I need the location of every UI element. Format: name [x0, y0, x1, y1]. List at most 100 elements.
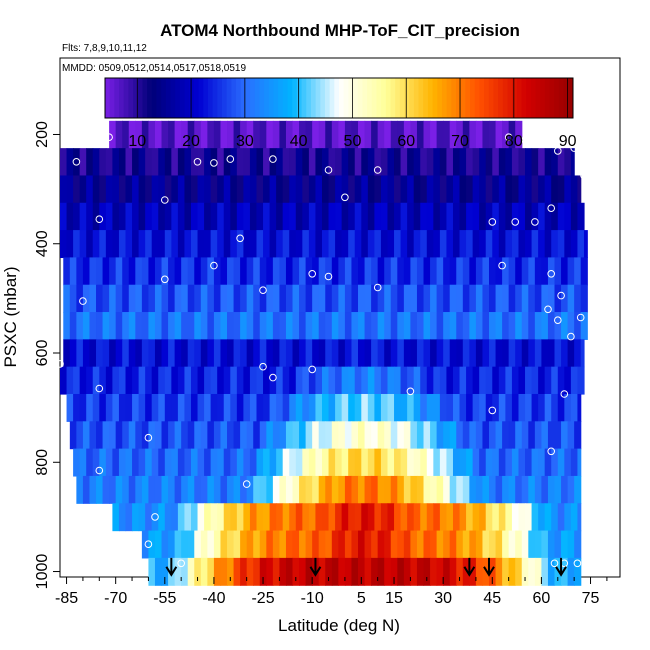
heatmap-cell: [174, 312, 182, 340]
heatmap-cell: [413, 366, 421, 395]
heatmap-cell: [66, 393, 74, 422]
heatmap-cell: [452, 202, 461, 231]
heatmap-cell: [485, 448, 493, 477]
heatmap-cell: [177, 503, 186, 532]
heatmap-cell: [413, 230, 421, 259]
heatmap-cell: [394, 202, 402, 231]
heatmap-cell: [171, 175, 179, 204]
heatmap-cell: [390, 339, 398, 368]
heatmap-cell: [413, 202, 421, 231]
observation-point: [521, 136, 529, 144]
heatmap-cell: [325, 120, 333, 149]
heatmap-cell: [433, 230, 441, 259]
heatmap-cell: [557, 448, 565, 477]
heatmap-cell: [384, 530, 392, 559]
heatmap-cell: [492, 175, 500, 204]
heatmap-cell: [190, 503, 199, 532]
heatmap-cell: [112, 202, 120, 231]
heatmap-cell: [351, 475, 359, 504]
heatmap-cell: [194, 421, 202, 450]
heatmap-cell: [341, 148, 349, 177]
heatmap-cell: [76, 421, 84, 450]
heatmap-cell: [538, 230, 546, 259]
heatmap-cell: [135, 339, 143, 368]
heatmap-cell: [538, 393, 546, 422]
observation-point: [603, 565, 611, 573]
heatmap-cell: [492, 503, 500, 532]
heatmap-cell: [269, 448, 277, 477]
heatmap-cell: [371, 557, 379, 586]
heatmap-cell: [377, 257, 385, 286]
heatmap-cell: [443, 339, 451, 368]
heatmap-cell: [452, 366, 461, 395]
observation-point: [72, 158, 81, 166]
heatmap-cell: [521, 475, 529, 504]
heatmap-cell: [489, 339, 497, 368]
heatmap-cell: [243, 448, 251, 477]
heatmap-cell: [276, 503, 284, 532]
heatmap-cell: [161, 257, 169, 286]
heatmap-cell: [534, 530, 542, 559]
heatmap-cell: [577, 175, 582, 204]
heatmap-cell: [374, 366, 382, 395]
heatmap-cell: [73, 366, 81, 395]
heatmap-cell: [184, 148, 192, 177]
heatmap-cell: [328, 148, 336, 177]
heatmap-cell: [145, 503, 153, 532]
heatmap-cell: [384, 284, 392, 313]
heatmap-cell: [551, 366, 559, 395]
heatmap-cell: [321, 393, 330, 422]
heatmap-cell: [122, 339, 130, 368]
colorbar-swatch: [170, 78, 176, 118]
heatmap-cell: [485, 230, 493, 259]
x-tick-label: 15: [385, 590, 403, 607]
heatmap-cell: [547, 530, 556, 559]
heatmap-cell: [122, 312, 130, 340]
heatmap-cell: [256, 366, 264, 395]
heatmap-cell: [410, 530, 418, 559]
heatmap-cell: [426, 366, 434, 395]
heatmap-cell: [479, 148, 487, 177]
heatmap-cell: [436, 312, 444, 340]
heatmap-cell: [276, 393, 284, 422]
heatmap-cell: [96, 475, 104, 504]
colorbar-swatch: [371, 78, 377, 118]
heatmap-cell: [187, 312, 195, 340]
heatmap-cell: [289, 230, 297, 259]
heatmap-cell: [227, 421, 235, 450]
heatmap-cell: [567, 339, 575, 368]
heatmap-cell: [141, 284, 150, 313]
heatmap-cell: [390, 120, 398, 149]
heatmap-cell: [210, 503, 218, 532]
heatmap-cell: [449, 120, 457, 149]
heatmap-cell: [331, 475, 339, 504]
colorbar-swatch: [516, 78, 523, 118]
heatmap-cell: [515, 475, 523, 504]
heatmap-cell: [430, 421, 438, 450]
heatmap-cell: [423, 421, 431, 450]
heatmap-cell: [295, 230, 303, 259]
heatmap-cell: [508, 257, 516, 286]
heatmap-cell: [63, 339, 71, 368]
heatmap-cell: [387, 393, 395, 422]
heatmap-cell: [397, 339, 405, 368]
heatmap-cell: [547, 339, 556, 368]
heatmap-cell: [220, 284, 228, 313]
heatmap-cell: [243, 148, 251, 177]
colorbar-swatch: [236, 78, 242, 118]
heatmap-cell: [190, 175, 199, 204]
heatmap-cell: [312, 421, 320, 450]
heatmap-cell: [538, 202, 546, 231]
heatmap-cell: [272, 120, 281, 149]
heatmap-cell: [109, 339, 117, 368]
heatmap-cell: [92, 175, 100, 204]
heatmap-cell: [138, 202, 146, 231]
colorbar-swatch: [175, 78, 181, 118]
heatmap-cell: [145, 366, 153, 395]
heatmap-cell: [534, 339, 542, 368]
colorbar-swatch: [273, 78, 279, 118]
heatmap-cell: [348, 393, 356, 422]
heatmap-cell: [184, 393, 192, 422]
heatmap-cell: [145, 393, 153, 422]
heatmap-cell: [456, 421, 464, 450]
